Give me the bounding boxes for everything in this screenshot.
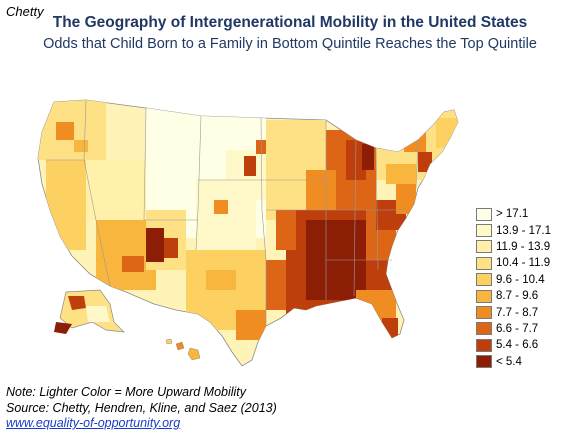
us-choropleth-svg [37,99,459,367]
legend-row: > 17.1 [476,206,576,222]
hawaii [165,338,201,361]
legend-label: 6.6 - 7.7 [496,322,539,335]
legend-label: 7.7 - 8.7 [496,306,539,319]
legend-row: 13.9 - 17.1 [476,222,576,238]
alaska [54,289,125,334]
map-title: The Geography of Intergenerational Mobil… [52,14,528,31]
state-borders [46,99,419,326]
legend-label: 10.4 - 11.9 [496,257,551,270]
note-line: Note: Lighter Color = More Upward Mobili… [6,385,247,399]
legend-row: 11.9 - 13.9 [476,239,576,255]
legend-swatch [476,338,492,352]
legend-row: < 5.4 [476,354,576,370]
us-mobility-map [26,60,470,390]
legend-row: 8.7 - 9.6 [476,288,576,304]
legend-label: 9.6 - 10.4 [496,273,545,286]
legend-swatch [476,355,492,369]
map-legend: > 17.1 13.9 - 17.1 11.9 - 13.9 10.4 - 11.9 9… [476,206,576,370]
legend-label: 5.4 - 6.6 [496,339,539,352]
source-line: Source: Chetty, Hendren, Kline, and Saez… [6,400,277,415]
legend-label: 11.9 - 13.9 [496,240,551,253]
legend-swatch [476,207,492,221]
source-notes: Note: Lighter Color = More Upward Mobili… [6,385,277,432]
map-subtitle: Odds that Child Born to a Family in Bott… [43,36,537,52]
legend-row: 5.4 - 6.6 [476,337,576,353]
legend-label: > 17.1 [496,208,529,221]
legend-row: 7.7 - 8.7 [476,304,576,320]
legend-label: 13.9 - 17.1 [496,224,551,237]
legend-label: < 5.4 [496,355,522,368]
website-link[interactable]: www.equality-of-opportunity.org [6,416,181,430]
legend-swatch [476,322,492,336]
legend-swatch [476,273,492,287]
legend-row: 6.6 - 7.7 [476,321,576,337]
legend-row: 10.4 - 11.9 [476,255,576,271]
legend-label: 8.7 - 9.6 [496,290,539,303]
legend-swatch [476,306,492,320]
legend-swatch [476,240,492,254]
legend-row: 9.6 - 10.4 [476,272,576,288]
author-label: Chetty [6,4,44,19]
legend-swatch [476,224,492,238]
legend-swatch [476,289,492,303]
legend-swatch [476,256,492,270]
